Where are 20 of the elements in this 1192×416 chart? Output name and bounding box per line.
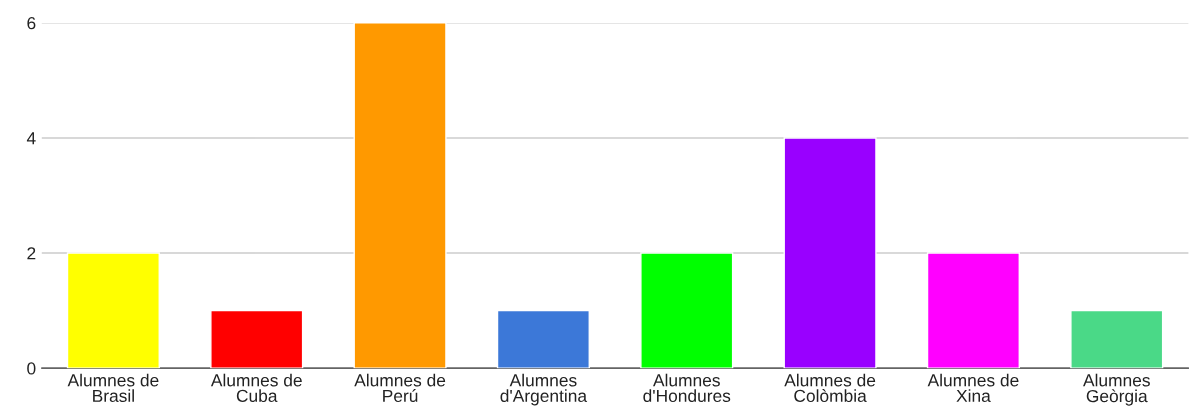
bar <box>783 137 877 369</box>
y-tick-label: 4 <box>26 132 36 145</box>
bar <box>1070 309 1164 369</box>
bar <box>353 22 447 369</box>
x-tick-label: Alumnes de Brasil <box>67 373 159 403</box>
bar <box>496 309 590 369</box>
x-tick-label: Alumnes Geòrgia <box>1083 373 1150 406</box>
y-tick-label: 0 <box>27 362 36 375</box>
bar <box>66 252 160 369</box>
bar <box>210 309 304 369</box>
x-tick-label: Alumnes de Perú <box>354 373 446 403</box>
y-tick-label: 2 <box>27 247 36 260</box>
bar <box>926 252 1020 369</box>
x-tick-label: Alumnes d'Argentina <box>500 373 588 406</box>
bar <box>640 252 734 369</box>
x-tick-label: Alumnes de Xina <box>927 373 1019 403</box>
x-tick-label: Alumnes de Cuba <box>210 373 302 403</box>
y-tick-label: 6 <box>27 17 36 30</box>
x-tick-label: Alumnes de Colòmbia <box>784 373 876 403</box>
x-tick-label: Alumnes d'Hondures <box>643 373 731 403</box>
